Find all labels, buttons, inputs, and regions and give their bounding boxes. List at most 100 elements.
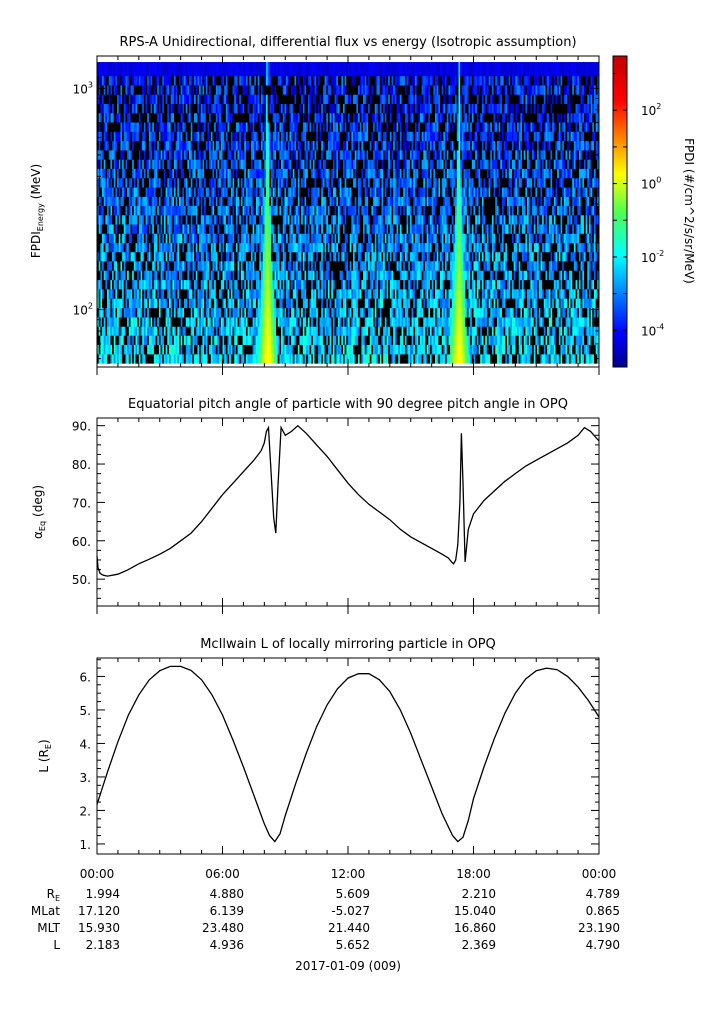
heatmap-cell <box>535 260 538 271</box>
heatmap-cell <box>148 289 151 299</box>
heatmap-cell <box>197 214 200 225</box>
heatmap-cell <box>219 205 222 216</box>
heatmap-cell <box>545 270 548 281</box>
heatmap-cell <box>291 214 294 225</box>
heatmap-cell <box>140 307 143 318</box>
heatmap-cell <box>378 233 381 244</box>
heatmap-cell <box>496 344 499 355</box>
heatmap-cell <box>508 344 511 355</box>
heatmap-cell <box>157 224 160 234</box>
heatmap-cell <box>157 307 160 318</box>
heatmap-cell <box>294 298 297 309</box>
heatmap-cell <box>440 326 443 336</box>
heatmap-cell <box>525 289 528 299</box>
heatmap-cell <box>162 270 165 281</box>
heatmap-cell <box>259 214 262 225</box>
heatmap-cell <box>147 233 150 244</box>
heatmap-cell <box>264 326 267 336</box>
heatmap-cell <box>165 233 168 244</box>
heatmap-cell <box>528 326 531 336</box>
heatmap-cell <box>582 317 585 327</box>
heatmap-cell <box>337 326 340 336</box>
heatmap-cell <box>271 233 274 244</box>
heatmap-cell <box>115 354 118 364</box>
heatmap-cell <box>471 344 474 355</box>
heatmap-cell <box>127 279 130 290</box>
heatmap-cell <box>486 317 489 327</box>
heatmap-cell <box>271 289 274 299</box>
heatmap-cell <box>257 307 260 318</box>
heatmap-cell <box>468 317 471 327</box>
heatmap-cell <box>257 242 260 253</box>
heatmap-cell <box>207 335 210 345</box>
heatmap-cell <box>170 224 173 234</box>
heatmap-cell <box>568 289 571 299</box>
heatmap-cell <box>498 289 501 299</box>
heatmap-cell <box>289 224 292 234</box>
heatmap-cell <box>135 251 138 262</box>
heatmap-cell <box>506 251 509 262</box>
heatmap-cell <box>368 307 371 318</box>
heatmap-cell <box>568 317 571 327</box>
heatmap-cell <box>510 233 513 244</box>
heatmap-cell <box>391 260 394 271</box>
heatmap-cell <box>401 233 404 244</box>
heatmap-cell <box>103 279 106 290</box>
heatmap-cell <box>182 307 185 318</box>
heatmap-cell <box>212 224 215 234</box>
heatmap-cell <box>373 233 376 244</box>
heatmap-cell <box>194 242 197 253</box>
heatmap-cell <box>204 335 207 345</box>
heatmap-cell <box>209 270 212 281</box>
heatmap-cell <box>351 289 354 299</box>
heatmap-cell <box>336 317 339 327</box>
heatmap-cell <box>120 298 123 309</box>
heatmap-cell <box>262 354 265 364</box>
heatmap-cell <box>491 251 494 262</box>
heatmap-cell <box>441 326 444 336</box>
heatmap-cell <box>515 260 518 271</box>
heatmap-cell <box>177 326 180 336</box>
heatmap-cell <box>461 317 464 327</box>
heatmap-cell <box>495 298 498 309</box>
heatmap-cell <box>480 260 483 271</box>
heatmap-cell <box>565 233 568 244</box>
heatmap-cell <box>312 260 315 271</box>
heatmap-cell <box>394 260 397 271</box>
heatmap-cell <box>312 242 315 253</box>
heatmap-cell <box>578 260 581 271</box>
heatmap-cell <box>562 354 565 364</box>
heatmap-cell <box>518 214 521 225</box>
heatmap-cell <box>321 251 324 262</box>
heatmap-cell <box>513 335 516 345</box>
heatmap-cell <box>493 354 496 364</box>
heatmap-cell <box>475 335 478 345</box>
heatmap-cell <box>572 224 575 234</box>
heatmap-cell <box>414 335 417 345</box>
heatmap-cell <box>592 279 595 290</box>
heatmap-cell <box>224 214 227 225</box>
heatmap-cell <box>123 326 126 336</box>
heatmap-cell <box>215 270 218 281</box>
heatmap-cell <box>363 279 366 290</box>
heatmap-cell <box>215 317 218 327</box>
heatmap-cell <box>215 251 218 262</box>
heatmap-cell <box>578 214 581 225</box>
heatmap-cell <box>294 251 297 262</box>
heatmap-cell <box>140 344 143 355</box>
heatmap-cell <box>510 279 513 290</box>
heatmap-cell <box>130 354 133 364</box>
heatmap-cell <box>453 279 456 290</box>
heatmap-cell <box>510 335 513 345</box>
heatmap-cell <box>396 317 399 327</box>
heatmap-cell <box>448 214 451 225</box>
heatmap-cell <box>215 326 218 336</box>
heatmap-cell <box>138 205 141 216</box>
heatmap-cell <box>455 289 458 299</box>
heatmap-cell <box>170 317 173 327</box>
heatmap-cell <box>220 242 223 253</box>
heatmap-cell <box>565 298 568 309</box>
heatmap-cell <box>511 233 515 244</box>
heatmap-cell <box>113 326 116 336</box>
heatmap-cell <box>100 298 103 309</box>
